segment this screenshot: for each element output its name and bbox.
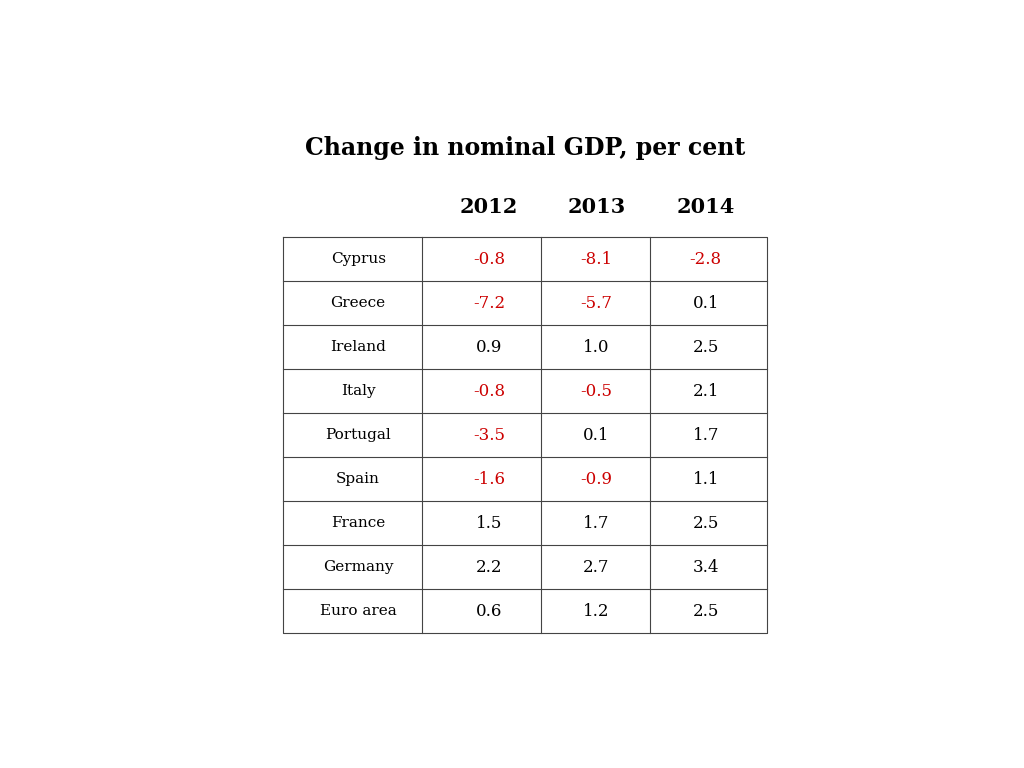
Text: 1.1: 1.1 (692, 471, 719, 488)
Text: 2013: 2013 (567, 197, 626, 217)
Text: 2012: 2012 (460, 197, 518, 217)
Text: 0.1: 0.1 (692, 295, 719, 312)
Text: Italy: Italy (341, 384, 376, 398)
Text: 0.6: 0.6 (476, 603, 503, 620)
Text: 0.9: 0.9 (476, 339, 503, 356)
Text: 2.5: 2.5 (692, 515, 719, 531)
Text: Cyprus: Cyprus (331, 252, 386, 266)
Text: Change in nominal GDP, per cent: Change in nominal GDP, per cent (305, 137, 744, 161)
Text: Germany: Germany (323, 560, 393, 574)
Text: 1.7: 1.7 (583, 515, 609, 531)
Text: 2.5: 2.5 (692, 339, 719, 356)
Text: 2.7: 2.7 (583, 558, 609, 576)
Text: 1.2: 1.2 (583, 603, 609, 620)
Text: 1.5: 1.5 (476, 515, 503, 531)
Text: 1.7: 1.7 (692, 427, 719, 444)
Text: Portugal: Portugal (326, 428, 391, 442)
Text: France: France (331, 516, 385, 530)
Text: -0.5: -0.5 (581, 382, 612, 399)
Text: 2.1: 2.1 (692, 382, 719, 399)
Text: 0.1: 0.1 (583, 427, 609, 444)
Text: 3.4: 3.4 (692, 558, 719, 576)
Text: 1.0: 1.0 (583, 339, 609, 356)
Text: -3.5: -3.5 (473, 427, 505, 444)
Text: 2.5: 2.5 (692, 603, 719, 620)
Text: -7.2: -7.2 (473, 295, 505, 312)
Text: 2014: 2014 (677, 197, 735, 217)
Text: -0.8: -0.8 (473, 382, 505, 399)
Text: -2.8: -2.8 (690, 250, 722, 267)
Text: -1.6: -1.6 (473, 471, 505, 488)
Text: Greece: Greece (331, 296, 386, 310)
Text: -8.1: -8.1 (581, 250, 612, 267)
Text: -0.9: -0.9 (581, 471, 612, 488)
Text: Euro area: Euro area (319, 604, 396, 618)
Text: -5.7: -5.7 (581, 295, 612, 312)
Text: Ireland: Ireland (330, 340, 386, 354)
Text: Spain: Spain (336, 472, 380, 486)
Text: -0.8: -0.8 (473, 250, 505, 267)
Text: 2.2: 2.2 (476, 558, 503, 576)
